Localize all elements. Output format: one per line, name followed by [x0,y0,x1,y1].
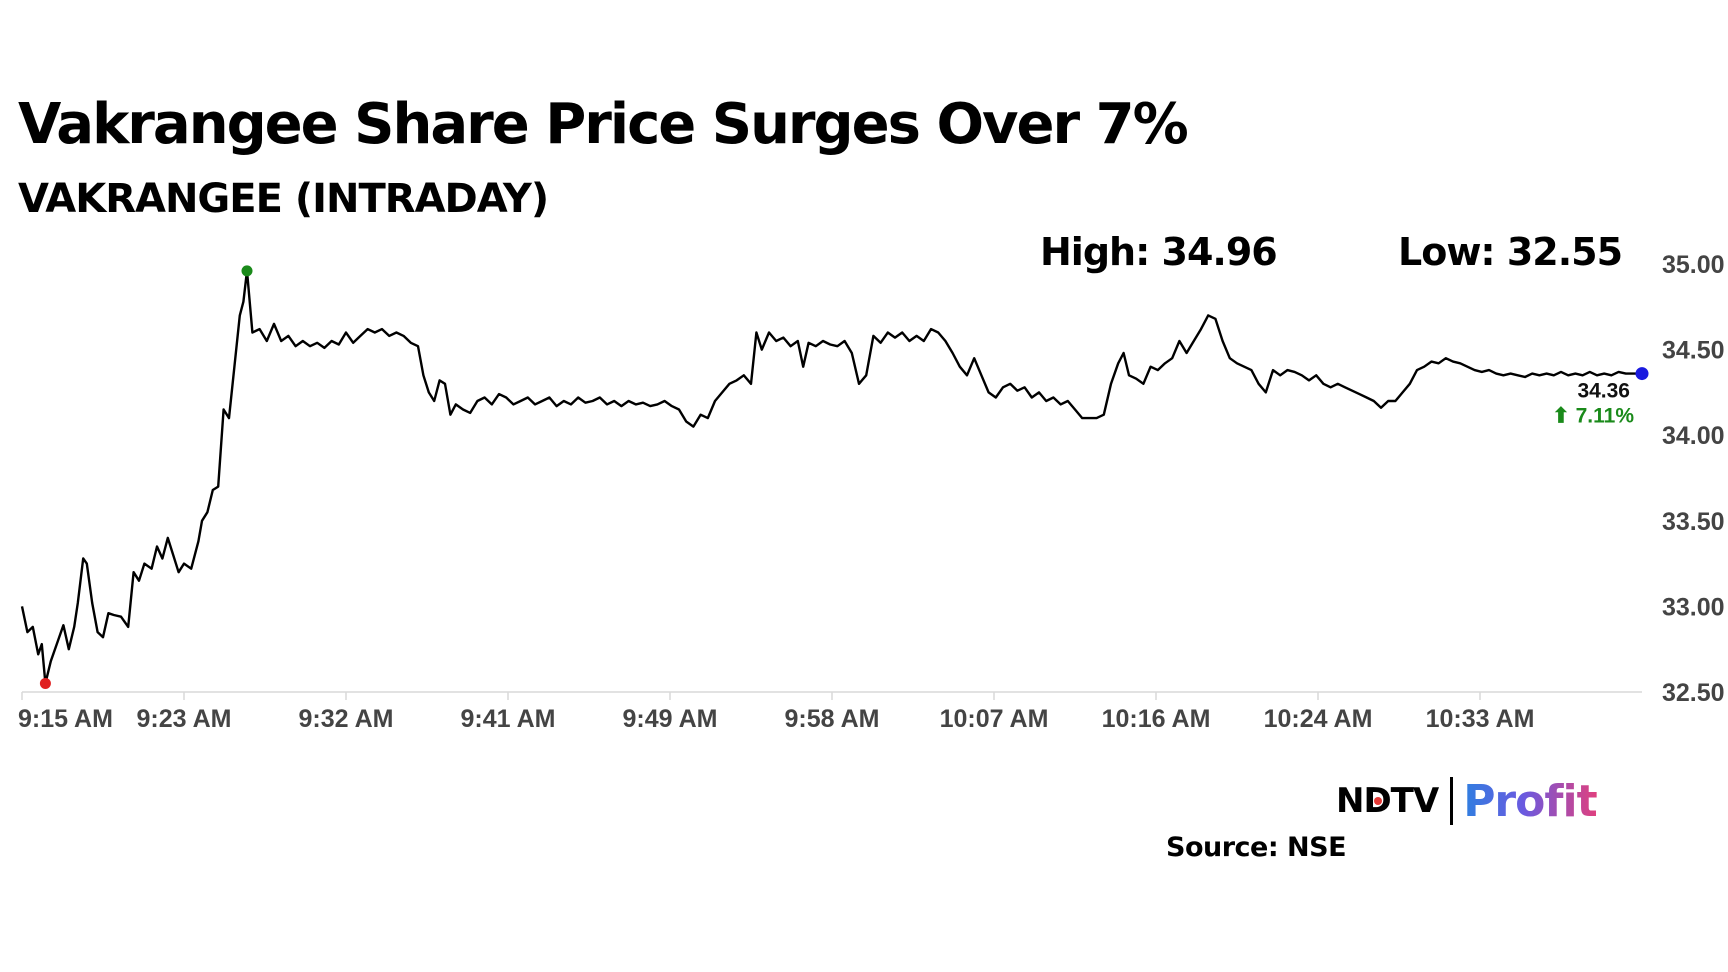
source-note: Source: NSE [1166,832,1347,863]
low-marker [39,677,51,689]
x-tick-label: 9:49 AM [623,705,718,733]
y-tick-label: 32.50 [1662,679,1725,707]
y-tick-label: 33.00 [1662,593,1725,621]
y-tick-label: 34.00 [1662,422,1725,450]
y-tick-label: 35.00 [1662,251,1725,279]
x-tick-label: 9:15 AM [18,705,113,733]
price-line [20,269,1642,685]
marker-layer [39,265,1649,689]
y-tick-label: 33.50 [1662,508,1725,536]
y-tick-label: 34.50 [1662,337,1725,365]
x-tick-label: 10:16 AM [1102,705,1211,733]
label-layer: 9:15 AM 9:23 AM 9:32 AM 9:41 AM 9:49 AM 9:58 … [18,251,1725,733]
low-label: Low: 32.55 [1398,230,1623,274]
last-price-marker [1635,367,1649,381]
axis-layer [21,691,1642,700]
ndtv-profit-logo: NDTV Profit [1336,775,1598,827]
x-tick-label: 9:32 AM [299,705,394,733]
x-tick-label: 10:33 AM [1426,705,1535,733]
x-tick-label: 9:58 AM [785,705,880,733]
change-percent-label: ⬆ 7.11% [1552,405,1634,428]
x-tick-label: 10:24 AM [1264,705,1373,733]
x-tick-label: 10:07 AM [940,705,1049,733]
logo-profit: Profit [1463,775,1597,827]
high-marker [241,265,253,277]
series-layer [20,269,1642,685]
last-price-label: 34.36 [1577,380,1630,403]
logo-ndtv: NDTV [1336,781,1439,821]
x-tick-label: 9:23 AM [137,705,232,733]
chart-subtitle: VAKRANGEE (INTRADAY) [18,176,549,222]
x-tick-label: 9:41 AM [461,705,556,733]
chart-title: Vakrangee Share Price Surges Over 7% [18,92,1189,157]
logo-separator [1450,777,1454,825]
logo-dot-icon [1374,797,1382,805]
high-label: High: 34.96 [1040,230,1278,274]
